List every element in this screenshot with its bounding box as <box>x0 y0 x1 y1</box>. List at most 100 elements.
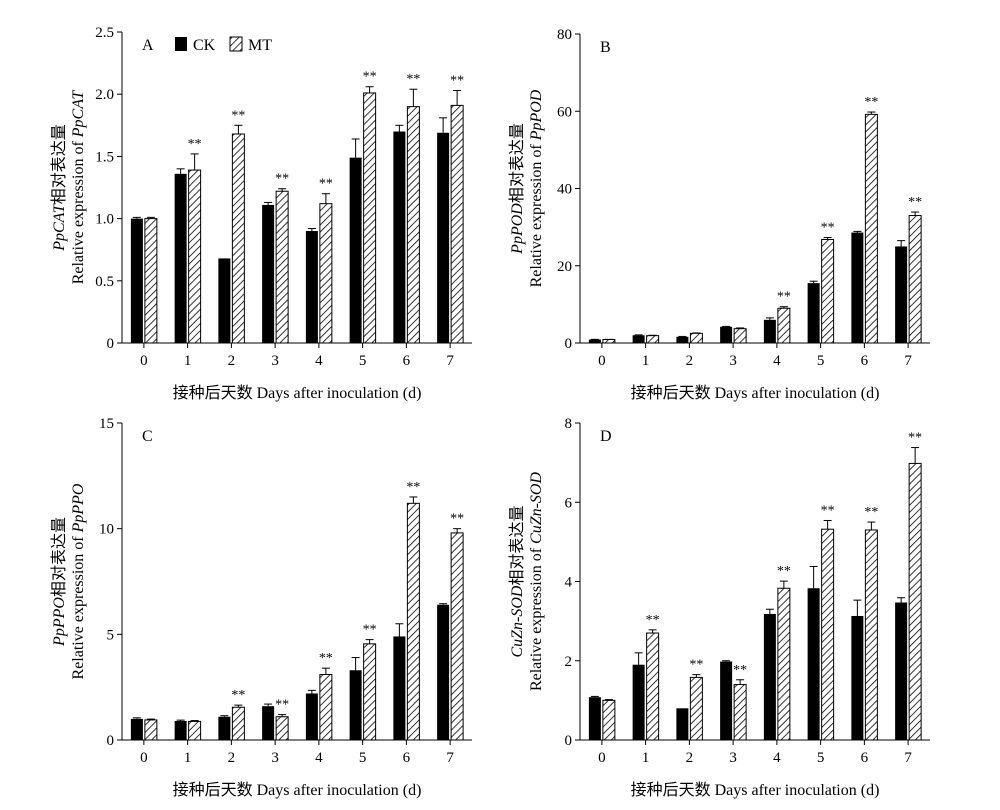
x-tick-label: 2 <box>686 353 694 369</box>
y-axis-label-line2: Relative expression of PpPPO <box>70 483 87 679</box>
significance-label: ** <box>777 564 791 579</box>
x-tick-label: 4 <box>773 750 781 766</box>
x-tick-label: 1 <box>184 353 192 369</box>
bar-ck <box>763 319 776 343</box>
bar-mt <box>144 218 158 344</box>
bar-ck <box>632 664 645 740</box>
x-tick-label: 0 <box>598 750 606 766</box>
significance-label: ** <box>363 623 377 638</box>
y-axis-gene-name-2: PpCAT <box>70 90 87 139</box>
y-axis-gene-name: CuZn-SOD <box>509 585 526 657</box>
y-tick-label: 20 <box>557 259 572 275</box>
x-tick-label: 4 <box>315 750 323 766</box>
x-tick-label: 6 <box>403 353 411 369</box>
legend-swatch-ck <box>175 37 187 51</box>
bar-ck <box>305 693 318 740</box>
y-axis-label-cn: 相对表达量 <box>50 124 68 204</box>
bar-ck <box>218 258 231 343</box>
legend-swatch-mt <box>229 36 243 52</box>
significance-label: ** <box>319 177 333 192</box>
significance-label: ** <box>864 505 878 520</box>
x-tick-label: 5 <box>359 353 367 369</box>
significance-label: ** <box>821 503 835 518</box>
bar-ck <box>720 326 733 343</box>
bar-mt <box>231 706 245 741</box>
x-tick-label: 7 <box>904 353 912 369</box>
bar-mt <box>821 238 835 344</box>
bar-ck <box>807 283 820 343</box>
bar-mt <box>908 215 922 344</box>
bar-ck <box>895 602 908 740</box>
bar-ck <box>262 204 275 343</box>
bar-mt <box>275 716 289 741</box>
bar-ck <box>393 131 406 343</box>
x-axis-label: 接种后天数 Days after inoculation (d) <box>631 781 880 799</box>
y-axis-label-cn: 相对表达量 <box>50 517 68 597</box>
significance-label: ** <box>689 658 703 673</box>
bar-mt <box>646 335 660 344</box>
bar-ck <box>174 720 187 740</box>
bar-ck <box>720 661 733 740</box>
x-tick-label: 2 <box>228 750 236 766</box>
y-axis-label-line2: Relative expression of PpPOD <box>528 89 545 287</box>
significance-label: ** <box>733 663 747 678</box>
y-tick-label: 5 <box>107 627 115 643</box>
bar-mt <box>188 720 202 741</box>
significance-label: ** <box>450 512 464 527</box>
y-axis-label-line1: CuZn-SOD相对表达量 <box>508 505 526 657</box>
chart-panel-b: 0 20 40 60 80 0 1 2 3 4 5 6 7 ** ** ** ** B 接种后天数 Days aft… <box>508 27 930 402</box>
x-axis-label: 接种后天数 Days after inoculation (d) <box>631 384 880 402</box>
significance-label: ** <box>231 108 245 123</box>
significance-label: ** <box>319 651 333 666</box>
bar-mt <box>450 532 464 741</box>
bar-ck <box>851 615 864 740</box>
panel-letter: C <box>142 428 153 445</box>
y-axis-label-cn: 相对表达量 <box>508 123 526 203</box>
significance-label: ** <box>231 688 245 703</box>
y-tick-label: 10 <box>99 522 114 538</box>
x-tick-label: 7 <box>904 750 912 766</box>
bar-mt <box>733 684 747 741</box>
bar-ck <box>437 604 450 740</box>
bar-ck <box>130 218 143 343</box>
bar-ck <box>174 173 187 343</box>
bar-ck <box>130 718 143 740</box>
bar-ck <box>851 232 864 343</box>
y-axis-label-cn: 相对表达量 <box>508 505 526 585</box>
chart-panel-a: 0 0.5 1.0 1.5 2.0 2.5 0 1 2 3 4 5 6 7 ** ** ** ** ** ** ** A 接… <box>50 25 472 402</box>
legend: CK MT <box>175 36 272 54</box>
bar-ck <box>763 613 776 740</box>
significance-label: ** <box>188 137 202 152</box>
bar-mt <box>275 190 289 344</box>
bar-ck <box>349 157 362 343</box>
bar-ck <box>437 132 450 343</box>
y-tick-label: 6 <box>565 495 573 511</box>
x-tick-label: 3 <box>271 750 279 766</box>
y-axis-label-line2: Relative expression of PpCAT <box>70 90 87 285</box>
bar-mt <box>689 332 703 344</box>
x-tick-label: 6 <box>403 750 411 766</box>
x-tick-label: 1 <box>642 750 650 766</box>
x-tick-label: 4 <box>773 353 781 369</box>
significance-label: ** <box>450 73 464 88</box>
y-tick-label: 80 <box>557 27 572 43</box>
x-tick-label: 5 <box>817 750 825 766</box>
y-tick-label: 0 <box>565 336 573 352</box>
y-tick-label: 2.0 <box>95 87 114 103</box>
bar-mt <box>406 502 420 741</box>
bar-mt <box>864 529 878 741</box>
bar-ck <box>393 636 406 740</box>
bar-mt <box>602 339 616 344</box>
bar-mt <box>689 676 703 741</box>
x-tick-label: 0 <box>140 353 148 369</box>
bar-mt <box>821 528 835 741</box>
x-tick-label: 5 <box>817 353 825 369</box>
bar-mt <box>363 643 377 741</box>
y-tick-label: 2.5 <box>95 25 114 41</box>
bar-ck <box>676 336 689 343</box>
y-tick-label: 2 <box>565 654 573 670</box>
x-axis-label: 接种后天数 Days after inoculation (d) <box>173 384 422 402</box>
x-tick-label: 3 <box>729 750 737 766</box>
significance-label: ** <box>777 290 791 305</box>
